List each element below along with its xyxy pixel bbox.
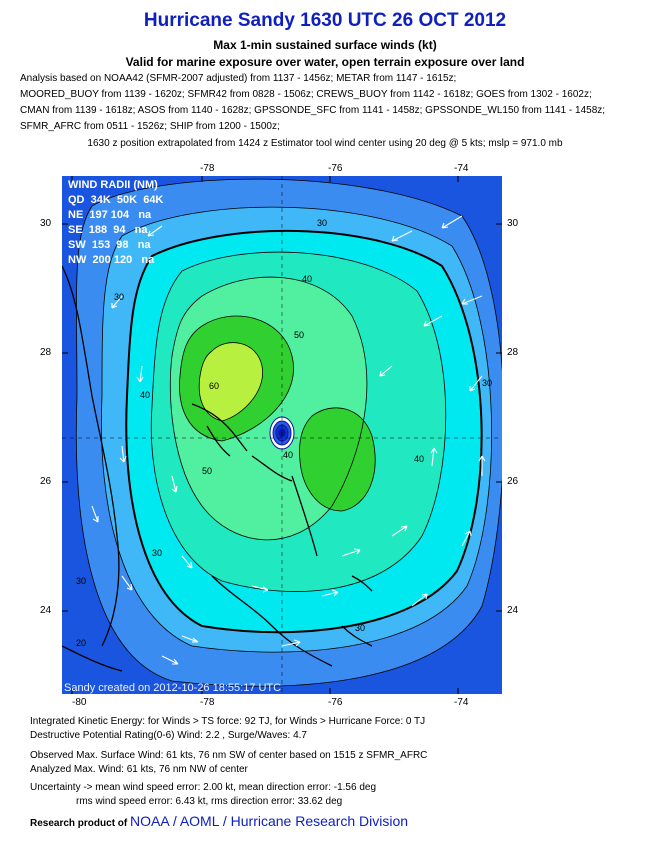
tropical-storm-contour: [125, 229, 483, 634]
legend-title: WIND RADII (NM): [68, 179, 158, 191]
analysis-line: CMAN from 1139 - 1618z; ASOS from 1140 -…: [20, 105, 606, 116]
wind-field-map: 30 40 50 60 30 40 50 40 30 30 30 40 30 2…: [62, 176, 502, 694]
analysis-line: SFMR_AFRC from 0511 - 1526z; SHIP from 1…: [20, 121, 280, 132]
contour-label: 30: [76, 576, 86, 586]
lon-tick-label: -74: [454, 697, 469, 708]
legend-row: NE 197 104 na: [68, 209, 152, 221]
uncertainty-text: Uncertainty -> mean wind speed error: 2.…: [30, 782, 377, 793]
contour-label: 30: [482, 378, 492, 388]
page-title: Hurricane Sandy 1630 UTC 26 OCT 2012: [143, 10, 507, 31]
axis-ticks: [62, 176, 502, 694]
subtitle-1: Max 1-min sustained surface winds (kt): [213, 38, 437, 52]
legend-row: SW 153 98 na: [68, 239, 151, 251]
lat-tick-label: 28: [40, 347, 52, 358]
observed-max-text: Observed Max. Surface Wind: 61 kts, 76 n…: [30, 750, 428, 761]
wind-contours: [75, 178, 502, 687]
contour-label: 30: [317, 218, 327, 228]
contour-label: 50: [202, 466, 212, 476]
coastlines: [62, 265, 373, 672]
wind-arrows: [91, 215, 486, 665]
legend-header: QD 34K 50K 64K: [68, 194, 164, 206]
wind-radii-legend: WIND RADII (NM) QD 34K 50K 64K NE 197 104 …: [68, 178, 163, 268]
subtitle-2: Valid for marine exposure over water, op…: [125, 55, 525, 69]
analyzed-max-text: Analyzed Max. Wind: 61 kts, 76 nm NW of …: [30, 764, 248, 775]
ike-text: Integrated Kinetic Energy: for Winds > T…: [30, 716, 426, 727]
contour-label: 40: [283, 450, 293, 460]
lat-tick-label: 30: [40, 218, 52, 229]
contour-label: 40: [414, 454, 424, 464]
lon-tick-label: -80: [72, 697, 87, 708]
lon-tick-label: -74: [454, 163, 469, 174]
lon-tick-label: -78: [200, 163, 215, 174]
lon-tick-label: -78: [200, 697, 215, 708]
field-50kt-se: [299, 407, 376, 511]
credit-org-link[interactable]: NOAA / AOML / Hurricane Research Divisio…: [130, 813, 409, 829]
lat-tick-label: 26: [40, 476, 52, 487]
credit-prefix: Research product of: [30, 818, 128, 829]
contour-label: 40: [140, 390, 150, 400]
lon-tick-label: -76: [328, 697, 343, 708]
contour-label: 60: [209, 381, 219, 391]
dpr-text: Destructive Potential Rating(0-6) Wind: …: [30, 730, 307, 741]
lat-tick-label: 30: [507, 218, 519, 229]
position-note: 1630 z position extrapolated from 1424 z…: [87, 138, 563, 149]
legend-row: NW 200 120 na: [68, 254, 155, 266]
creation-stamp: Sandy created on 2012-10-26 18:55:17 UTC: [64, 682, 282, 694]
analysis-line: MOORED_BUOY from 1139 - 1620z; SFMR42 fr…: [20, 89, 592, 100]
credit-line: Research product of NOAA / AOML / Hurric…: [30, 813, 408, 829]
contour-label: 20: [76, 638, 86, 648]
lat-tick-label: 28: [507, 347, 519, 358]
field-60kt: [199, 342, 263, 421]
contour-label: 40: [302, 274, 312, 284]
rms-error-text: rms wind speed error: 6.43 kt, rms direc…: [76, 796, 343, 807]
legend-row: SE 188 94 na: [68, 224, 148, 236]
lat-tick-label: 24: [40, 605, 52, 616]
lon-tick-label: -76: [328, 163, 343, 174]
analysis-line: Analysis based on NOAA42 (SFMR-2007 adju…: [20, 73, 457, 84]
contour-labels: 30 40 50 60 30 40 50 40 30 30 30 40 30 2…: [76, 218, 492, 648]
contour-label: 50: [294, 330, 304, 340]
contour-label: 30: [355, 623, 365, 633]
lat-tick-label: 24: [507, 605, 519, 616]
lat-tick-label: 26: [507, 476, 519, 487]
contour-label: 30: [152, 548, 162, 558]
contour-label: 30: [114, 292, 124, 302]
